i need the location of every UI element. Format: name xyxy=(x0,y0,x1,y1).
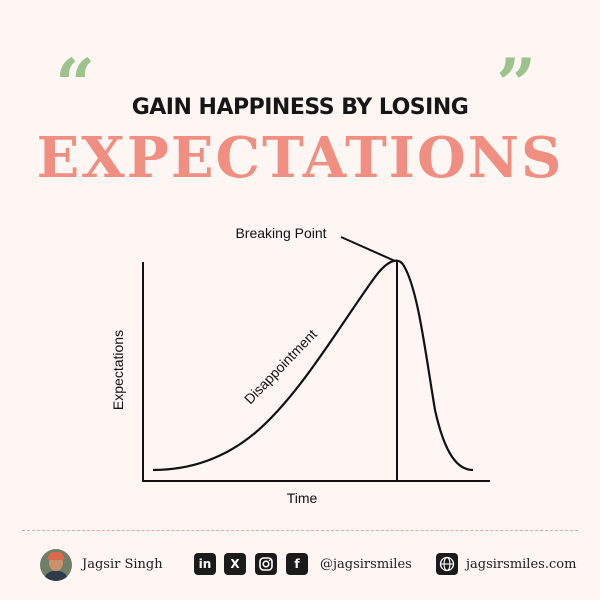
instagram-glyph xyxy=(259,557,273,571)
linkedin-icon[interactable]: in xyxy=(194,553,216,575)
page-title: EXPECTATIONS xyxy=(36,125,564,191)
facebook-icon[interactable]: f xyxy=(286,553,308,575)
x-icon[interactable]: X xyxy=(224,553,246,575)
website-link[interactable]: jagsirsmiles.com xyxy=(466,557,577,572)
footer-divider xyxy=(22,530,578,531)
expectations-diagram: Breaking Point Disappointment Expectatio… xyxy=(110,225,490,506)
globe-icon xyxy=(436,553,458,575)
curve-label: Disappointment xyxy=(241,326,320,407)
x-axis-label: Time xyxy=(287,490,318,506)
breaking-point-pointer xyxy=(340,236,396,262)
open-quote-icon: “ xyxy=(55,43,96,126)
expectations-curve xyxy=(152,259,474,472)
instagram-icon[interactable] xyxy=(255,553,277,575)
author-name: Jagsir Singh xyxy=(82,557,163,572)
social-handle[interactable]: @jagsirsmiles xyxy=(320,557,412,572)
avatar xyxy=(40,549,72,581)
footer: Jagsir Singh in X f @jagsirsmiles jagsir… xyxy=(0,546,600,586)
y-axis-label: Expectations xyxy=(110,330,126,410)
breaking-point-label: Breaking Point xyxy=(235,225,326,241)
close-quote-icon: ” xyxy=(496,43,537,126)
headline: GAIN HAPPINESS BY LOSING xyxy=(131,95,469,120)
